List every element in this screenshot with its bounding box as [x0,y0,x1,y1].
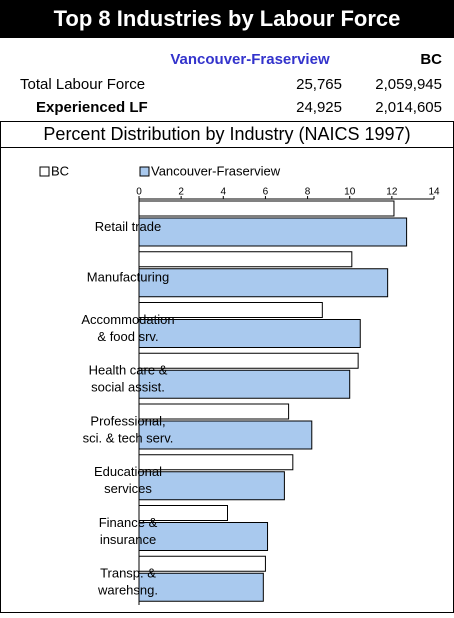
y-tick-label: Manufacturing [87,270,169,285]
y-tick-label: Professional, [90,413,165,428]
y-tick-label: Transp. & [100,566,156,581]
x-tick-label: 2 [178,187,184,198]
x-tick-label: 0 [136,187,142,198]
bar [138,217,408,247]
y-tick-label: social assist. [91,380,165,395]
x-tick-label: 8 [305,187,311,198]
y-tick-label: & food srv. [97,329,158,344]
legend-swatch [139,166,150,177]
column-header: BC [420,51,442,68]
bar [138,403,290,420]
bar [138,454,294,471]
y-tick-label: Accommodation [81,312,174,327]
y-tick-label: services [104,481,152,496]
y-tick-label: warehsng. [97,583,158,598]
bar [138,352,359,369]
title-bar [0,0,454,38]
bar [138,200,395,217]
bar [138,522,269,551]
x-tick-label: 10 [344,187,356,198]
cell: 2,014,605 [375,99,442,116]
bar [138,302,323,318]
x-tick-label: 12 [386,187,398,198]
y-tick-label: Retail trade [95,219,161,234]
bar [138,471,285,501]
subtitle: Percent Distribution by Industry (NAICS … [43,124,410,144]
legend-label: Vancouver-Fraserview [151,163,281,178]
x-tick-label: 14 [428,187,440,198]
y-tick-label: Finance & [99,515,158,530]
legend-label: BC [51,163,69,178]
bar [138,572,264,602]
column-header: Vancouver-Fraserview [170,51,330,68]
chart: BC Vancouver-Fraserview 0 2 4 6 8 10 12 14 Retail … [39,163,440,605]
title: Top 8 Industries by Labour Force [54,6,401,31]
y-tick-label: Educational [94,464,162,479]
bar [138,369,351,399]
cell: 25,765 [296,76,342,93]
bar [138,505,228,521]
bar [138,319,361,348]
bar [138,268,389,298]
y-tick-label: insurance [100,532,156,547]
x-tick-label: 4 [221,187,227,198]
bar [138,251,353,268]
row-label: Total Labour Force [20,76,145,93]
cell: 2,059,945 [375,76,442,93]
bar [138,420,313,450]
row-label: Experienced LF [36,99,148,116]
x-tick-label: 6 [263,187,269,198]
y-tick-label: Health care & [89,363,168,378]
y-tick-label: sci. & tech serv. [83,430,174,445]
bar [138,555,266,572]
legend-swatch [39,166,50,177]
cell: 24,925 [296,99,342,116]
